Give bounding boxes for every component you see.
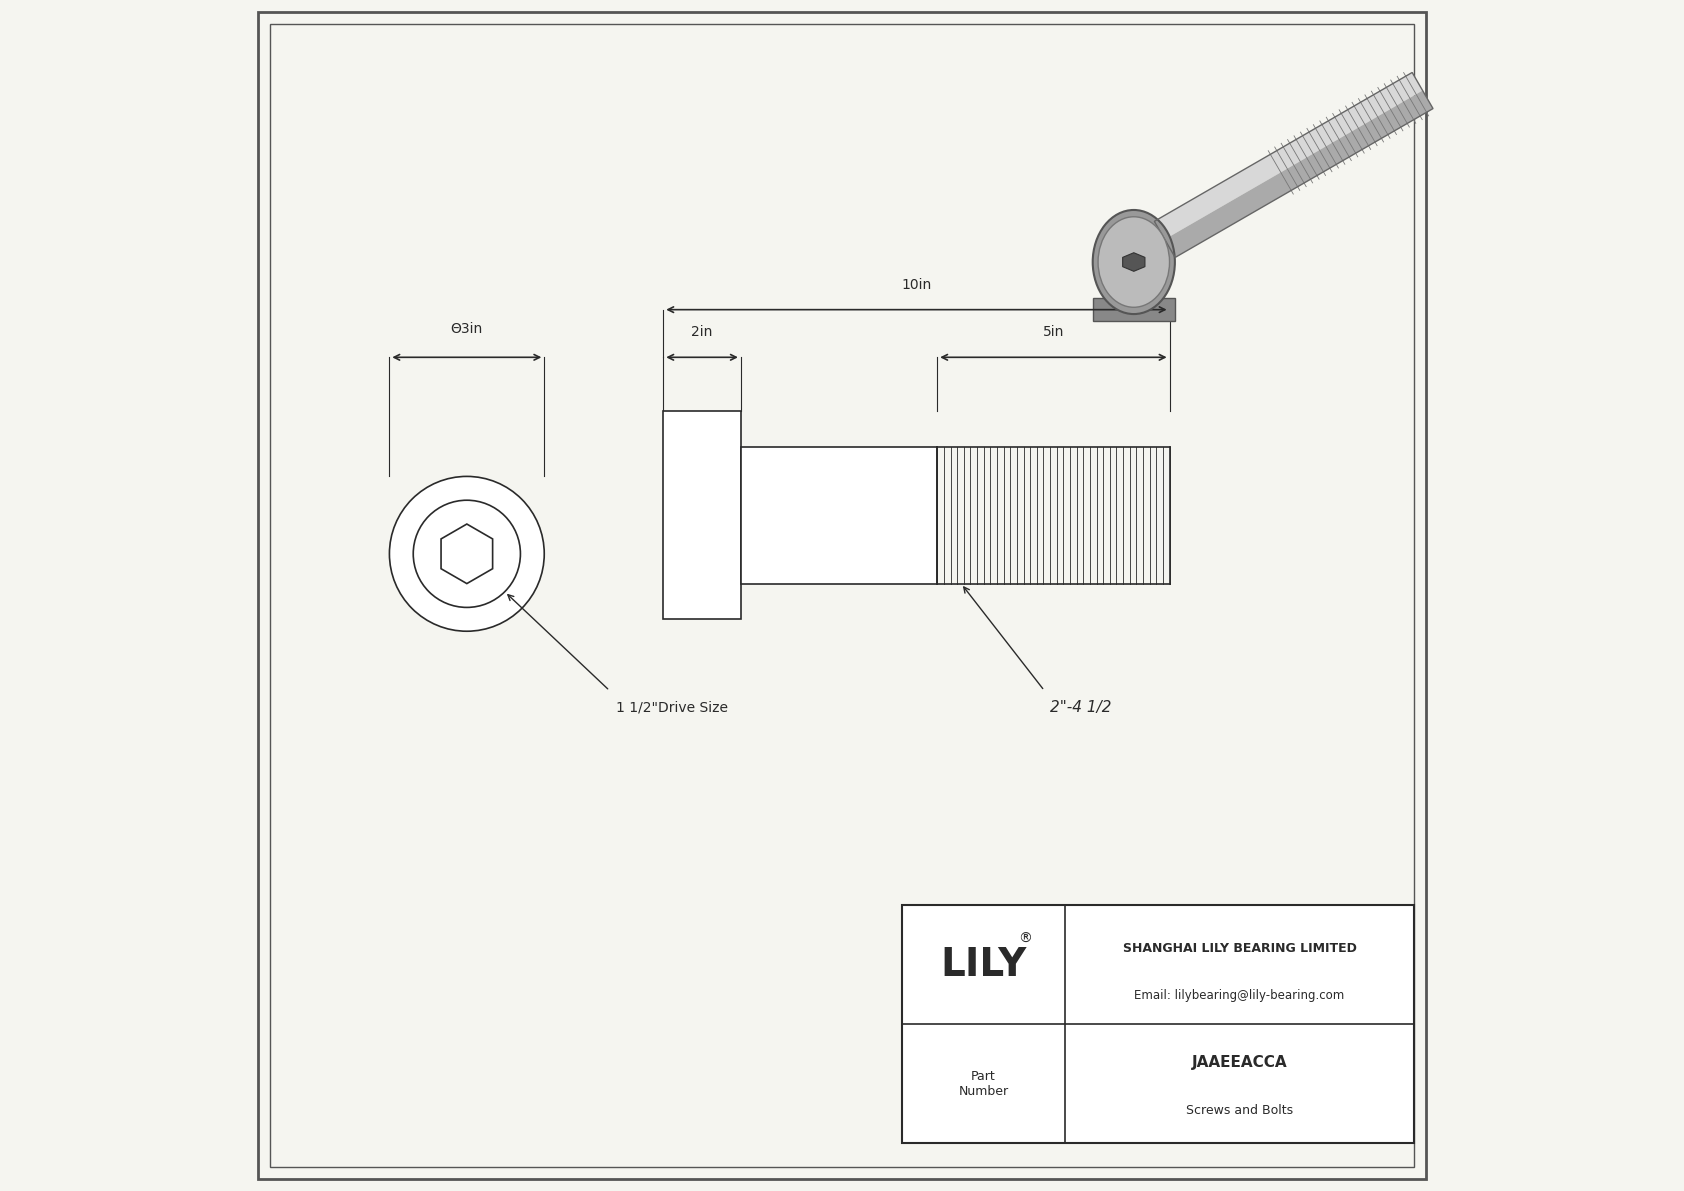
Text: 2"-4 1/2: 2"-4 1/2 <box>1051 700 1111 716</box>
Text: 10in: 10in <box>901 278 931 292</box>
Text: SHANGHAI LILY BEARING LIMITED: SHANGHAI LILY BEARING LIMITED <box>1123 942 1357 954</box>
Text: Part
Number: Part Number <box>958 1070 1009 1098</box>
FancyBboxPatch shape <box>741 447 938 584</box>
Circle shape <box>413 500 520 607</box>
FancyBboxPatch shape <box>663 411 741 619</box>
Text: JAAEEACCA: JAAEEACCA <box>1192 1055 1287 1070</box>
Text: Screws and Bolts: Screws and Bolts <box>1186 1104 1293 1116</box>
Text: LILY: LILY <box>940 946 1027 984</box>
Text: ®: ® <box>1019 931 1032 946</box>
Text: 5in: 5in <box>1042 325 1064 339</box>
Ellipse shape <box>1093 210 1175 314</box>
Text: Email: lilybearing@lily-bearing.com: Email: lilybearing@lily-bearing.com <box>1135 990 1346 1002</box>
Text: Θ3in: Θ3in <box>451 322 483 336</box>
Circle shape <box>389 476 544 631</box>
FancyBboxPatch shape <box>1093 298 1175 320</box>
Polygon shape <box>441 524 493 584</box>
Polygon shape <box>1165 91 1433 257</box>
Ellipse shape <box>1098 217 1169 307</box>
Polygon shape <box>1123 252 1145 272</box>
Text: 2in: 2in <box>692 325 712 339</box>
Polygon shape <box>1154 73 1423 239</box>
FancyBboxPatch shape <box>901 905 1413 1143</box>
Text: 1 1/2"Drive Size: 1 1/2"Drive Size <box>616 700 727 715</box>
